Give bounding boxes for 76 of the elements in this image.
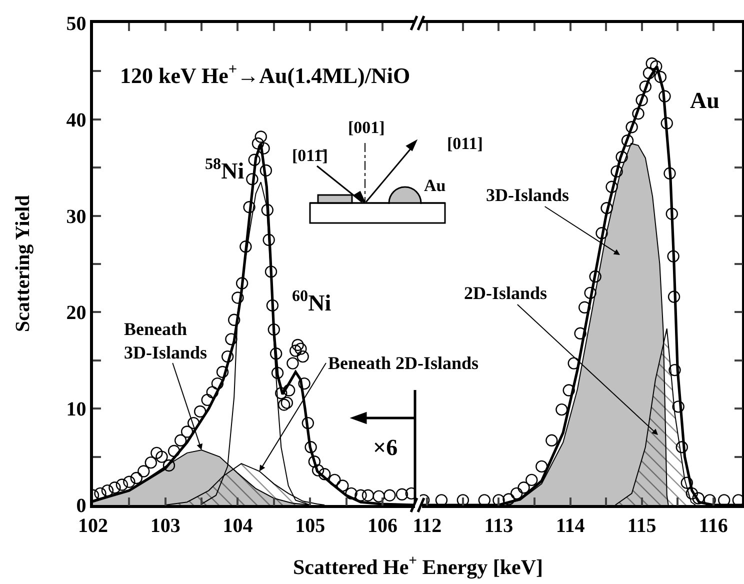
point [654, 70, 667, 84]
point [616, 150, 628, 164]
point [636, 94, 648, 106]
point [626, 121, 638, 134]
point [596, 227, 608, 240]
point [660, 117, 673, 130]
y-tick-label: 30 [66, 206, 86, 228]
point [584, 286, 596, 300]
y-tick-label: 40 [66, 109, 86, 132]
point [639, 80, 652, 93]
point [610, 165, 623, 178]
point [435, 494, 448, 505]
point [667, 250, 680, 262]
annotation: [011] [447, 134, 483, 153]
annotation: [011̄] [292, 146, 328, 165]
point [510, 487, 523, 500]
x-tick-label: 104 [222, 514, 253, 537]
point [668, 290, 680, 303]
point [606, 180, 618, 193]
annotation: Au [424, 176, 446, 195]
point [668, 364, 681, 376]
point [589, 270, 602, 283]
point [562, 384, 575, 396]
x-tick-label: 106 [367, 514, 398, 537]
y-tick-label: 50 [66, 13, 86, 35]
point [666, 208, 678, 220]
x-tick-label: 103 [150, 514, 180, 537]
y-tick-label: 10 [66, 398, 86, 421]
point [632, 108, 644, 120]
point [621, 134, 634, 147]
annotation: $^{60}$Ni [292, 288, 332, 316]
point [692, 492, 704, 504]
annotation: 120 keV He$^{+}$→Au(1.4ML)/NiO [120, 61, 410, 88]
y-axis-title: Scattering Yield [12, 195, 34, 332]
point [704, 494, 716, 505]
point [686, 487, 698, 500]
point [658, 90, 671, 102]
point [600, 202, 613, 214]
x-tick-label: 115 [627, 514, 656, 537]
annotation: Beneath 2D-Islands [328, 353, 479, 373]
x-tick-label: 113 [484, 514, 514, 537]
point [646, 57, 658, 70]
point [664, 167, 676, 180]
annotation: Beneath 3D-Islands [124, 319, 208, 362]
point [502, 493, 515, 505]
x-tick-label: 102 [78, 514, 108, 537]
annotation: Au [690, 88, 720, 113]
x-tick-label: 114 [556, 514, 585, 537]
point [718, 494, 730, 505]
point [676, 441, 688, 454]
annotation: ×6 [373, 435, 398, 460]
point [680, 476, 693, 489]
point [456, 494, 470, 505]
point [536, 460, 548, 473]
annotation: 3D-Islands [486, 185, 570, 205]
x-tick-label: 116 [698, 514, 728, 537]
annotation: 2D-Islands [464, 283, 548, 303]
point [492, 494, 505, 505]
point [556, 403, 568, 416]
point [574, 327, 586, 340]
x-tick-label: 105 [295, 514, 326, 537]
y-tick-label: 0 [76, 495, 86, 517]
point [568, 357, 580, 370]
annotation: [001] [348, 118, 385, 137]
point [518, 482, 530, 494]
point [650, 60, 662, 72]
x-axis-title: Scattered He$^{+}$ Energy [keV] [293, 553, 544, 579]
point [546, 434, 558, 447]
point [578, 301, 591, 314]
x-tick-label: 112 [412, 514, 442, 537]
point [478, 494, 490, 505]
point [526, 474, 538, 486]
point [672, 400, 684, 413]
y-tick-label: 20 [66, 302, 86, 324]
point [642, 67, 656, 80]
annotation: $^{58}$Ni [205, 156, 245, 184]
